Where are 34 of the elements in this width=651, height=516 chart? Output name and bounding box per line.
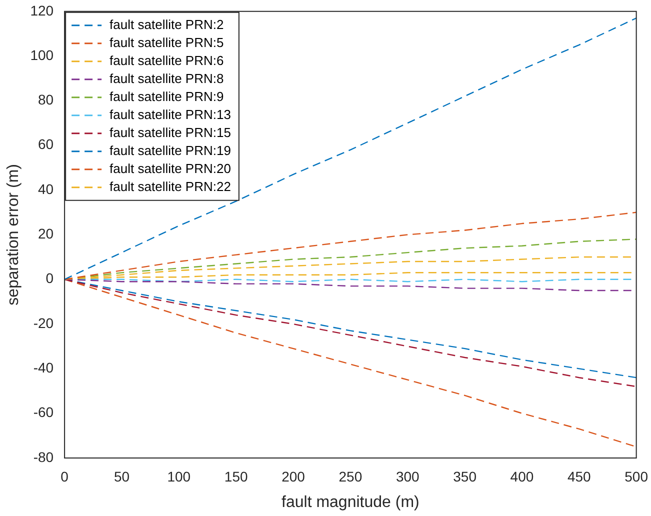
y-tick-label: -60 — [33, 404, 54, 420]
x-tick-label: 350 — [453, 468, 477, 484]
legend-label: fault satellite PRN:19 — [110, 142, 231, 158]
x-tick-label: 500 — [624, 468, 648, 484]
legend-label: fault satellite PRN:8 — [110, 70, 224, 86]
legend-label: fault satellite PRN:13 — [110, 106, 231, 122]
x-tick-label: 200 — [282, 468, 306, 484]
x-tick-label: 100 — [167, 468, 191, 484]
legend-label: fault satellite PRN:6 — [110, 52, 224, 68]
x-tick-label: 300 — [396, 468, 420, 484]
legend-label: fault satellite PRN:2 — [110, 16, 224, 32]
y-tick-label: 60 — [38, 136, 54, 152]
y-tick-label: -20 — [33, 314, 54, 331]
x-tick-label: 50 — [114, 468, 130, 484]
y-tick-label: 20 — [38, 226, 54, 242]
x-tick-label: 250 — [338, 468, 362, 484]
y-tick-label: 40 — [38, 180, 54, 197]
x-tick-label: 0 — [60, 468, 69, 484]
x-tick-label: 400 — [510, 468, 534, 484]
legend-label: fault satellite PRN:15 — [110, 124, 231, 140]
y-tick-label: 120 — [30, 2, 54, 18]
legend-label: fault satellite PRN:20 — [110, 160, 231, 176]
x-tick-label: 150 — [224, 468, 248, 484]
y-tick-label: -40 — [33, 360, 54, 376]
y-tick-label: -80 — [33, 448, 54, 465]
legend-label: fault satellite PRN:9 — [110, 88, 224, 104]
y-axis-title: separation error (m) — [5, 164, 22, 306]
legend-label: fault satellite PRN:22 — [110, 178, 231, 194]
y-tick-label: 0 — [46, 270, 54, 286]
legend-label: fault satellite PRN:5 — [110, 34, 224, 50]
x-tick-label: 450 — [567, 468, 592, 484]
y-tick-label: 100 — [30, 46, 54, 63]
x-axis-title: fault magnitude (m) — [282, 494, 420, 511]
y-tick-label: 80 — [38, 92, 54, 108]
